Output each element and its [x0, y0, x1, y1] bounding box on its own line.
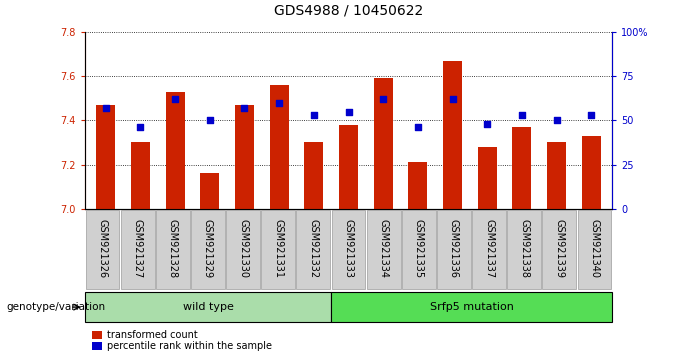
Point	[516, 112, 527, 118]
Text: GSM921332: GSM921332	[308, 219, 318, 278]
Text: GDS4988 / 10450622: GDS4988 / 10450622	[274, 4, 423, 18]
Point	[447, 96, 458, 102]
Point	[585, 112, 596, 118]
Point	[205, 118, 216, 123]
Point	[412, 125, 423, 130]
Point	[551, 118, 562, 123]
Text: GSM921338: GSM921338	[519, 219, 529, 278]
Text: Srfp5 mutation: Srfp5 mutation	[430, 302, 513, 312]
Bar	[304, 142, 324, 209]
Point	[170, 96, 181, 102]
Point	[481, 121, 492, 127]
Text: transformed count: transformed count	[107, 330, 197, 340]
Text: GSM921328: GSM921328	[168, 219, 178, 278]
Point	[309, 112, 320, 118]
Bar	[581, 136, 600, 209]
Bar	[235, 105, 254, 209]
Text: GSM921339: GSM921339	[554, 219, 564, 278]
Bar	[131, 142, 150, 209]
Text: GSM921333: GSM921333	[343, 219, 354, 278]
Bar	[373, 78, 393, 209]
Point	[135, 125, 146, 130]
Text: percentile rank within the sample: percentile rank within the sample	[107, 341, 272, 351]
Bar	[270, 85, 289, 209]
Text: GSM921335: GSM921335	[413, 219, 424, 278]
Point	[101, 105, 112, 111]
Text: GSM921340: GSM921340	[590, 219, 600, 278]
Bar	[443, 61, 462, 209]
Text: GSM921337: GSM921337	[484, 219, 494, 278]
Bar	[166, 92, 185, 209]
Point	[274, 100, 285, 105]
Text: genotype/variation: genotype/variation	[7, 302, 106, 312]
Text: GSM921331: GSM921331	[273, 219, 284, 278]
Text: GSM921330: GSM921330	[238, 219, 248, 278]
Text: GSM921329: GSM921329	[203, 219, 213, 278]
Text: GSM921326: GSM921326	[97, 219, 107, 278]
Bar	[408, 162, 427, 209]
Text: wild type: wild type	[182, 302, 233, 312]
Point	[377, 96, 388, 102]
Bar	[201, 173, 220, 209]
Bar	[97, 105, 116, 209]
Bar	[339, 125, 358, 209]
Text: GSM921327: GSM921327	[133, 219, 143, 278]
Bar	[512, 127, 531, 209]
Text: GSM921334: GSM921334	[379, 219, 389, 278]
Bar	[547, 142, 566, 209]
Text: GSM921336: GSM921336	[449, 219, 459, 278]
Bar	[477, 147, 496, 209]
Point	[343, 109, 354, 114]
Point	[239, 105, 250, 111]
